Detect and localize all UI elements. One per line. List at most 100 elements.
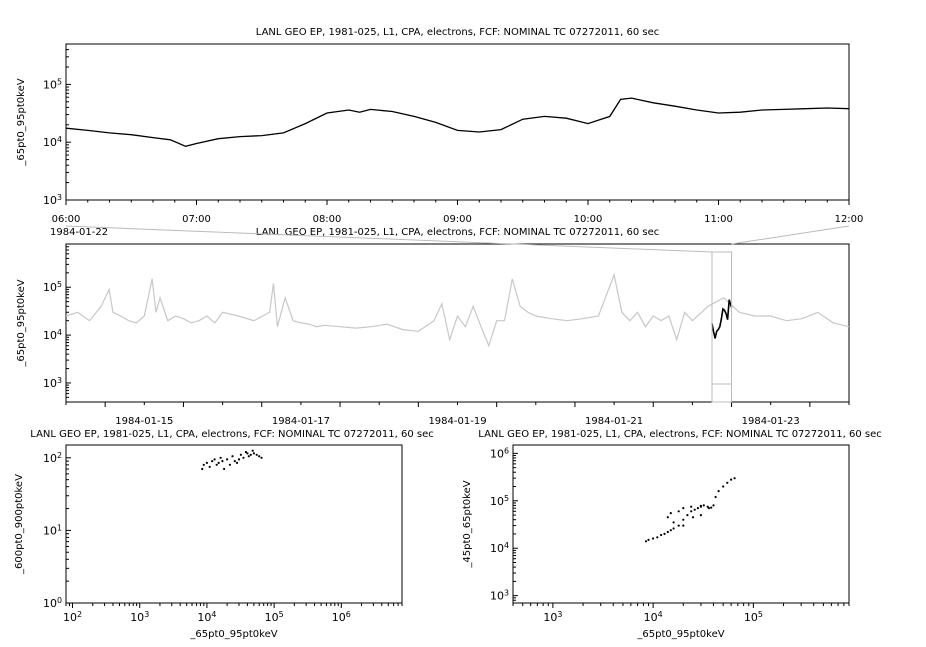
scatter-point	[669, 511, 672, 515]
scatter-point	[239, 453, 242, 456]
plot-frame	[512, 444, 850, 604]
scatter-point	[726, 481, 729, 484]
scatter-point	[712, 504, 715, 507]
scatter-point	[217, 461, 220, 464]
x-axis-label: _65pt0_95pt0keV	[636, 629, 724, 640]
panel-overview: LANL GEO EP, 1981-025, L1, CPA, electron…	[16, 227, 850, 427]
x-tick-label: 104	[197, 610, 216, 625]
y-tick-label: 106	[490, 446, 509, 461]
x-date-label: 1984-01-22	[50, 227, 108, 238]
y-tick-label: 105	[43, 77, 62, 92]
scatter-point	[249, 453, 252, 456]
scatter-point	[258, 455, 261, 458]
scatter-point	[208, 465, 211, 468]
scatter-point	[690, 510, 693, 513]
scatter-point	[223, 467, 226, 471]
scatter-point	[235, 461, 239, 464]
scatter-point	[710, 506, 713, 509]
scatter-point	[213, 458, 216, 461]
scatter-point	[231, 455, 234, 458]
x-tick-label: 105	[265, 610, 284, 625]
chart-title: LANL GEO EP, 1981-025, L1, CPA, electron…	[256, 227, 659, 238]
x-tick-label: 1984-01-21	[585, 416, 643, 427]
zoom-connectors	[65, 225, 850, 253]
scatter-point	[717, 490, 720, 493]
series-line	[65, 272, 850, 348]
x-tick-label: 1984-01-23	[742, 416, 800, 427]
x-tick-label: 106	[332, 610, 351, 625]
y-tick-label: 104	[490, 541, 509, 556]
scatter-point	[260, 456, 263, 459]
scatter-point	[677, 524, 680, 527]
scatter-point	[699, 504, 703, 507]
scatter-point	[699, 514, 703, 517]
y-tick-label: 105	[490, 493, 509, 508]
y-tick-label: 101	[43, 523, 62, 538]
scatter-point	[233, 460, 236, 463]
plot-frame	[65, 444, 403, 604]
y-tick-label: 103	[43, 193, 62, 208]
zoom-window	[711, 251, 733, 403]
scatter-point	[247, 455, 250, 458]
scatter-point	[682, 524, 685, 527]
scatter-point	[226, 458, 229, 461]
series-line	[65, 97, 850, 147]
x-tick-label: 104	[644, 610, 663, 625]
scatter-point	[251, 449, 254, 452]
scatter-point	[722, 485, 725, 488]
scatter-point	[255, 453, 258, 456]
x-tick-label: 103	[130, 610, 149, 625]
scatter-point	[677, 510, 680, 513]
scatter-point	[672, 521, 675, 524]
scatter-point	[656, 536, 659, 539]
scatter-point	[669, 529, 672, 532]
y-tick-label: 103	[43, 375, 62, 390]
scatter-point	[211, 460, 214, 463]
scatter-point	[666, 516, 669, 519]
x-tick-label: 06:00	[52, 214, 81, 225]
scatter-point	[215, 463, 218, 466]
scatter-point	[672, 527, 675, 530]
y-tick-label: 105	[43, 280, 62, 295]
scatter-point	[647, 538, 650, 542]
y-axis-label: _600pt0_900pt0keV	[14, 474, 25, 575]
y-tick-label: 104	[43, 328, 62, 343]
x-tick-label: 1984-01-17	[272, 416, 330, 427]
scatter-point	[707, 507, 711, 510]
scatter-point	[660, 533, 663, 537]
panel-scatter-left: LANL GEO EP, 1981-025, L1, CPA, electron…	[14, 429, 434, 640]
scatter-point	[733, 477, 736, 480]
chart-title: LANL GEO EP, 1981-025, L1, CPA, electron…	[30, 429, 433, 440]
x-tick-label: 103	[543, 610, 562, 625]
highlight-line	[711, 299, 733, 339]
scatter-point	[666, 530, 669, 534]
x-tick-label: 07:00	[182, 214, 211, 225]
plot-frame	[65, 43, 850, 201]
panel-top: LANL GEO EP, 1981-025, L1, CPA, electron…	[16, 27, 863, 238]
y-tick-label: 103	[490, 588, 509, 603]
chart-title: LANL GEO EP, 1981-025, L1, CPA, electron…	[478, 429, 881, 440]
connector-left	[65, 225, 712, 253]
scatter-point	[242, 456, 245, 459]
scatter-point	[201, 467, 204, 471]
scatter-point	[219, 456, 222, 459]
x-tick-label: 105	[744, 610, 763, 625]
scatter-point	[691, 516, 695, 519]
scatter-point	[202, 463, 205, 466]
scatter-point	[686, 514, 689, 517]
scatter-point	[246, 452, 249, 455]
scatter-point	[237, 458, 241, 461]
x-tick-label: 1984-01-15	[115, 416, 173, 427]
x-tick-label: 11:00	[704, 214, 733, 225]
scatter-point	[252, 452, 255, 455]
y-axis-label: _65pt0_95pt0keV	[16, 279, 27, 367]
scatter-point	[663, 532, 666, 536]
scatter-point	[221, 460, 224, 463]
x-tick-label: 102	[63, 610, 82, 625]
scatter-point	[205, 461, 208, 464]
scatter-point	[714, 495, 717, 499]
scatter-point	[696, 507, 700, 510]
scatter-point	[730, 478, 733, 481]
y-tick-label: 104	[43, 135, 62, 150]
